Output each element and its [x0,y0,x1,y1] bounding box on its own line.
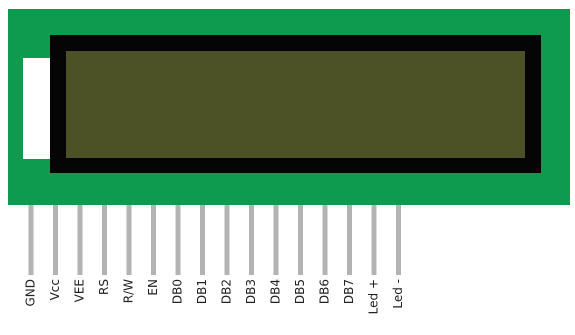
pin-label-4: R/W [122,279,136,303]
pin-6 [175,205,181,275]
pin-label-15: Led - [391,279,405,309]
pin-label-7: DB1 [195,279,209,304]
pin-label-13: DB7 [342,279,356,304]
pin-8 [224,205,230,275]
pin-header: GND Vcc VEE RS R/W EN DB0 DB1 DB2 DB3 DB4 DB5 DB6 DB7… [24,205,405,314]
pin-label-8: DB2 [220,279,234,304]
pin-15 [396,205,401,275]
pin-4 [126,205,132,275]
pin-label-5: EN [146,279,160,296]
pin-2 [77,205,83,275]
pin-label-12: DB6 [318,279,332,304]
lcd-screen [66,51,525,158]
pin-3 [102,205,107,275]
pin-10 [273,205,279,275]
pin-label-2: VEE [73,279,87,302]
pin-9 [249,205,254,275]
pin-11 [298,205,303,275]
pin-label-6: DB0 [171,279,185,304]
pin-label-0: GND [24,279,38,307]
pin-label-14: Led + [367,279,381,314]
pin-label-10: DB4 [269,279,283,304]
pin-label-9: DB3 [244,279,258,304]
pin-12 [322,205,328,275]
pin-5 [151,205,156,275]
pin-label-1: Vcc [48,279,62,300]
pin-label-11: DB5 [293,279,307,304]
pin-13 [347,205,352,275]
mounting-tab [23,58,55,159]
pin-7 [200,205,205,275]
pin-0 [28,205,34,275]
pin-1 [53,205,58,275]
pin-14 [371,205,377,275]
pin-label-3: RS [97,279,111,295]
